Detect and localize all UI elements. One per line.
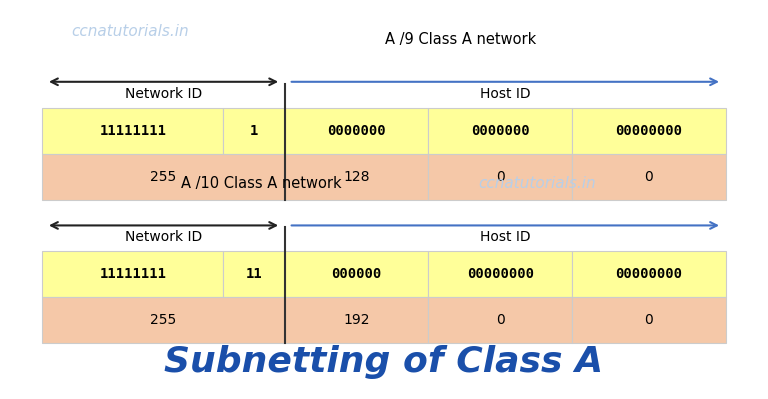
Text: Host ID: Host ID (480, 87, 531, 101)
Text: A /10 Class A network: A /10 Class A network (180, 176, 342, 191)
Text: ccnatutorials.in: ccnatutorials.in (478, 176, 597, 191)
Bar (429, 251, 572, 297)
Text: Host ID: Host ID (480, 230, 531, 245)
Text: Network ID: Network ID (125, 230, 202, 245)
Bar (223, 108, 285, 154)
Bar (42, 108, 223, 154)
Bar (429, 108, 572, 154)
Bar (285, 251, 429, 297)
Bar (572, 108, 726, 154)
Text: 0: 0 (496, 170, 505, 184)
Text: Network ID: Network ID (125, 87, 202, 101)
Bar (429, 154, 572, 200)
Text: 0000000: 0000000 (471, 124, 529, 138)
Bar (42, 251, 223, 297)
Text: 00000000: 00000000 (615, 267, 682, 281)
Bar (572, 297, 726, 343)
Text: 128: 128 (343, 170, 370, 184)
Bar (429, 297, 572, 343)
Bar (42, 154, 285, 200)
Bar (223, 251, 285, 297)
Text: 192: 192 (343, 313, 370, 327)
Bar (572, 251, 726, 297)
Text: 11: 11 (246, 267, 263, 281)
Bar (572, 154, 726, 200)
Text: 0: 0 (496, 313, 505, 327)
Text: 0000000: 0000000 (327, 124, 386, 138)
Text: 255: 255 (151, 170, 177, 184)
Bar (285, 154, 429, 200)
Bar (285, 297, 429, 343)
Text: 00000000: 00000000 (467, 267, 534, 281)
Bar (42, 297, 285, 343)
Text: 255: 255 (151, 313, 177, 327)
Text: 11111111: 11111111 (99, 124, 167, 138)
Text: ccnatutorials.in: ccnatutorials.in (71, 24, 190, 40)
Text: 1: 1 (250, 124, 258, 138)
Text: Subnetting of Class A: Subnetting of Class A (164, 345, 604, 379)
Text: 000000: 000000 (332, 267, 382, 281)
Text: A /9 Class A network: A /9 Class A network (386, 32, 536, 47)
Bar (285, 108, 429, 154)
Text: 0: 0 (644, 170, 654, 184)
Text: 11111111: 11111111 (99, 267, 167, 281)
Text: 00000000: 00000000 (615, 124, 682, 138)
Text: 0: 0 (644, 313, 654, 327)
